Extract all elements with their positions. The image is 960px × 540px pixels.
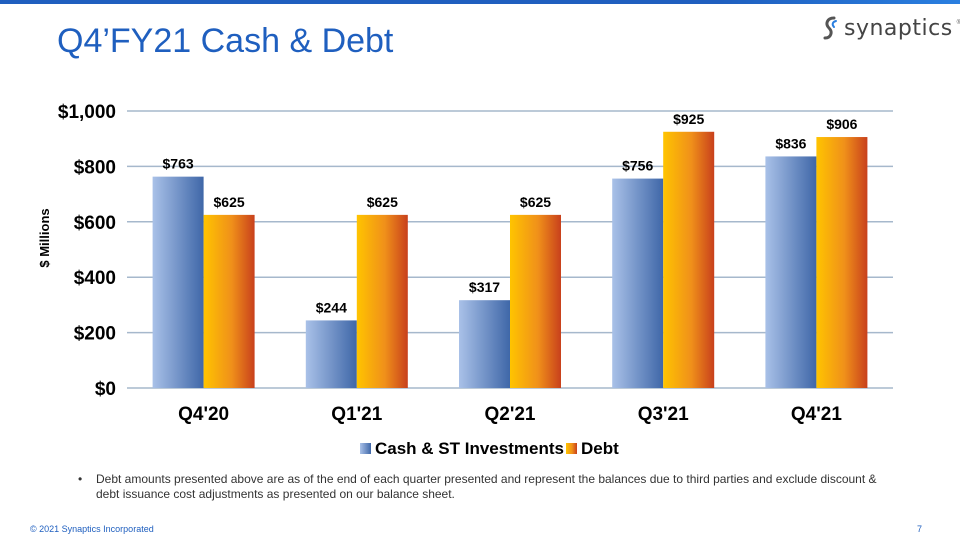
y-axis-label: $ Millions [37,208,52,267]
cash-bar [305,320,357,388]
cash-value-label: $317 [469,279,500,295]
legend-swatch [360,443,371,454]
legend-label: Cash & ST Investments [375,439,564,458]
cash-value-label: $763 [163,156,194,172]
x-tick-label: Q4'21 [791,404,842,425]
y-tick-label: $800 [74,157,116,178]
y-tick-label: $0 [95,379,116,400]
footnote-text: Debt amounts presented above are as of t… [96,472,877,501]
cash-debt-bar-chart: $0 $200 $400 $600 $800 $1,000 $ Millions $763 $6… [37,102,893,458]
debt-value-label: $625 [520,194,551,210]
x-tick-label: Q1'21 [331,404,382,425]
cash-bar [612,178,664,388]
debt-value-label: $625 [367,194,398,210]
debt-bar [510,214,561,388]
legend-swatch [566,443,577,454]
debt-value-label: $906 [826,116,857,132]
x-tick-label: Q3'21 [638,404,689,425]
logo-registered-mark: ® [956,20,960,26]
synaptics-logo-icon [823,16,837,40]
top-accent-bar [0,0,960,4]
y-tick-label: $1,000 [58,102,116,123]
legend-label: Debt [581,439,619,458]
footnote-bullet: • [78,472,83,486]
cash-value-label: $756 [622,158,653,174]
x-tick-label: Q4'20 [178,404,229,425]
cash-bar [765,156,817,388]
debt-value-label: $925 [673,111,704,127]
copyright: © 2021 Synaptics Incorporated [30,524,154,534]
cash-bar [152,176,204,388]
x-tick-label: Q2'21 [485,404,536,425]
y-tick-label: $400 [74,268,116,289]
debt-bar [663,131,715,388]
synaptics-logo: synaptics ® [822,14,960,42]
debt-bar [356,214,408,388]
cash-value-label: $244 [316,299,347,315]
y-tick-label: $600 [74,213,116,234]
logo-wordmark: synaptics [844,15,953,41]
debt-bar [816,137,868,388]
slide-title: Q4’FY21 Cash & Debt [57,22,394,60]
page-number: 7 [917,524,923,534]
y-tick-label: $200 [74,324,116,345]
footnote: • Debt amounts presented above are as of… [78,472,888,502]
debt-bar [203,214,255,388]
cash-bar [459,300,510,388]
debt-value-label: $625 [214,194,245,210]
cash-value-label: $836 [775,135,806,151]
